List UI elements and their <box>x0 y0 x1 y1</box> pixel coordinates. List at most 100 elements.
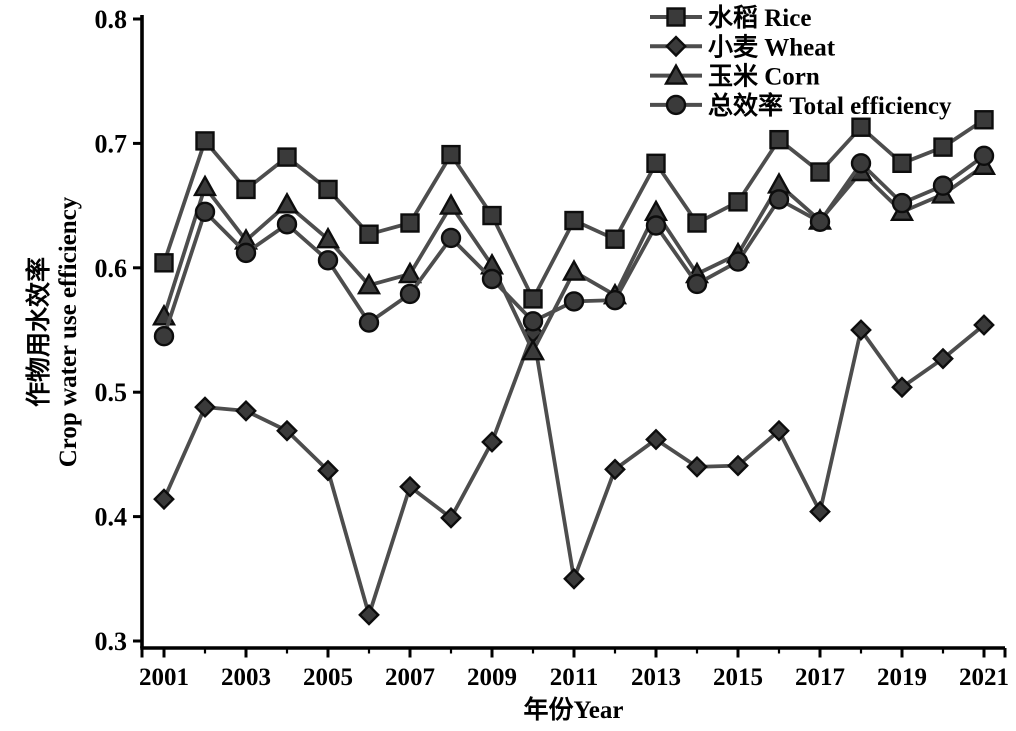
x-tick-label: 2009 <box>467 664 517 691</box>
point-total-2003 <box>235 242 257 264</box>
point-total-2004 <box>276 214 298 235</box>
legend-label-total: 总效率 Total efficiency <box>708 91 952 120</box>
point-wheat-2006 <box>358 603 380 626</box>
point-rice-2021 <box>974 110 994 130</box>
x-tick-label: 2007 <box>385 664 435 691</box>
x-tick-label: 2003 <box>221 664 271 691</box>
point-rice-2019 <box>892 153 912 174</box>
x-tick-label: 2017 <box>795 664 845 691</box>
point-wheat-2003 <box>235 399 257 422</box>
y-axis-title-en: Crop water use efficiency <box>55 196 82 468</box>
point-rice-2015 <box>728 192 748 212</box>
series-total <box>153 145 995 347</box>
point-total-2009 <box>481 268 503 290</box>
y-tick-label: 0.5 <box>95 378 128 407</box>
point-rice-2014 <box>687 213 707 233</box>
point-total-2015 <box>727 251 749 272</box>
y-axis-title-zh: 作物用水效率 <box>26 257 53 408</box>
legend-marker-square-icon <box>666 7 686 27</box>
point-wheat-2011 <box>563 567 585 590</box>
point-rice-2001 <box>154 253 174 273</box>
point-rice-2009 <box>482 205 502 226</box>
point-wheat-2002 <box>194 396 216 419</box>
point-total-2001 <box>153 326 175 347</box>
legend-item-corn: 玉米 Corn <box>650 63 820 91</box>
x-tick-label: 2005 <box>303 664 353 691</box>
series-wheat <box>153 314 995 626</box>
point-wheat-2012 <box>604 458 626 481</box>
x-tick-label: 2019 <box>877 664 927 691</box>
point-rice-2008 <box>441 144 461 165</box>
point-total-2007 <box>399 283 421 305</box>
point-total-2014 <box>686 273 708 295</box>
point-rice-2005 <box>318 179 338 200</box>
y-tick-label: 0.4 <box>95 503 128 532</box>
legend-item-total: 总效率 Total efficiency <box>650 91 952 120</box>
point-corn-2007 <box>397 261 423 284</box>
legend-marker-triangle-icon <box>663 63 689 85</box>
legend-label-rice: 水稻 Rice <box>708 4 811 32</box>
legend-item-rice: 水稻 Rice <box>650 4 811 32</box>
legend-label-wheat: 小麦 Wheat <box>708 33 836 61</box>
y-tick-label: 0.3 <box>95 627 128 656</box>
point-total-2006 <box>358 312 380 333</box>
point-rice-2006 <box>359 224 379 244</box>
point-wheat-2008 <box>440 506 462 529</box>
point-corn-2010 <box>520 338 546 361</box>
legend-item-wheat: 小麦 Wheat <box>650 33 836 61</box>
point-total-2018 <box>850 153 872 174</box>
point-total-2019 <box>891 192 913 214</box>
point-rice-2003 <box>236 179 256 200</box>
y-tick-label: 0.6 <box>95 254 128 283</box>
point-corn-2011 <box>561 259 587 281</box>
point-total-2005 <box>317 250 339 271</box>
point-wheat-2001 <box>153 488 175 511</box>
series-rice <box>154 110 994 309</box>
point-corn-2002 <box>192 174 218 197</box>
point-wheat-2007 <box>399 475 421 498</box>
point-rice-2002 <box>195 131 215 151</box>
point-wheat-2019 <box>891 376 913 399</box>
point-corn-2004 <box>274 191 300 214</box>
point-total-2002 <box>194 201 216 223</box>
point-total-2020 <box>932 175 954 196</box>
point-rice-2017 <box>810 162 830 182</box>
x-tick-label: 2015 <box>713 664 763 691</box>
legend-label-corn: 玉米 Corn <box>708 63 820 91</box>
point-wheat-2004 <box>276 419 298 442</box>
point-rice-2012 <box>605 229 625 249</box>
point-wheat-2015 <box>727 454 749 477</box>
point-rice-2013 <box>646 153 666 174</box>
point-total-2017 <box>809 211 831 232</box>
point-rice-2011 <box>564 210 584 231</box>
point-rice-2004 <box>277 147 297 167</box>
point-rice-2020 <box>933 137 953 157</box>
point-total-2016 <box>768 189 790 210</box>
x-tick-label: 2001 <box>139 664 189 691</box>
axes: 0.3 0.4 0.5 0.6 0.7 0.8 2001 2003 2005 2007 2009 20… <box>95 5 1010 691</box>
legend-marker-circle-icon <box>665 94 687 116</box>
point-total-2008 <box>440 227 462 249</box>
y-axis-title: 作物用水效率 Crop water use efficiency <box>25 182 87 482</box>
point-wheat-2017 <box>809 500 831 523</box>
point-rice-2007 <box>400 213 420 233</box>
legend-marker-diamond-icon <box>665 35 687 58</box>
x-tick-label: 2013 <box>631 664 681 691</box>
point-wheat-2014 <box>686 455 708 478</box>
point-wheat-2013 <box>645 428 667 451</box>
point-corn-2008 <box>438 193 464 215</box>
x-axis-title: 年份Year <box>523 697 624 724</box>
point-rice-2010 <box>523 289 543 309</box>
point-rice-2016 <box>769 129 789 150</box>
point-corn-2005 <box>315 226 341 249</box>
point-total-2011 <box>563 291 585 312</box>
point-corn-2006 <box>356 272 382 295</box>
point-wheat-2020 <box>932 347 954 370</box>
point-wheat-2018 <box>850 319 872 341</box>
point-total-2012 <box>604 289 626 311</box>
point-wheat-2021 <box>973 314 995 336</box>
x-tick-label: 2021 <box>959 664 1009 691</box>
